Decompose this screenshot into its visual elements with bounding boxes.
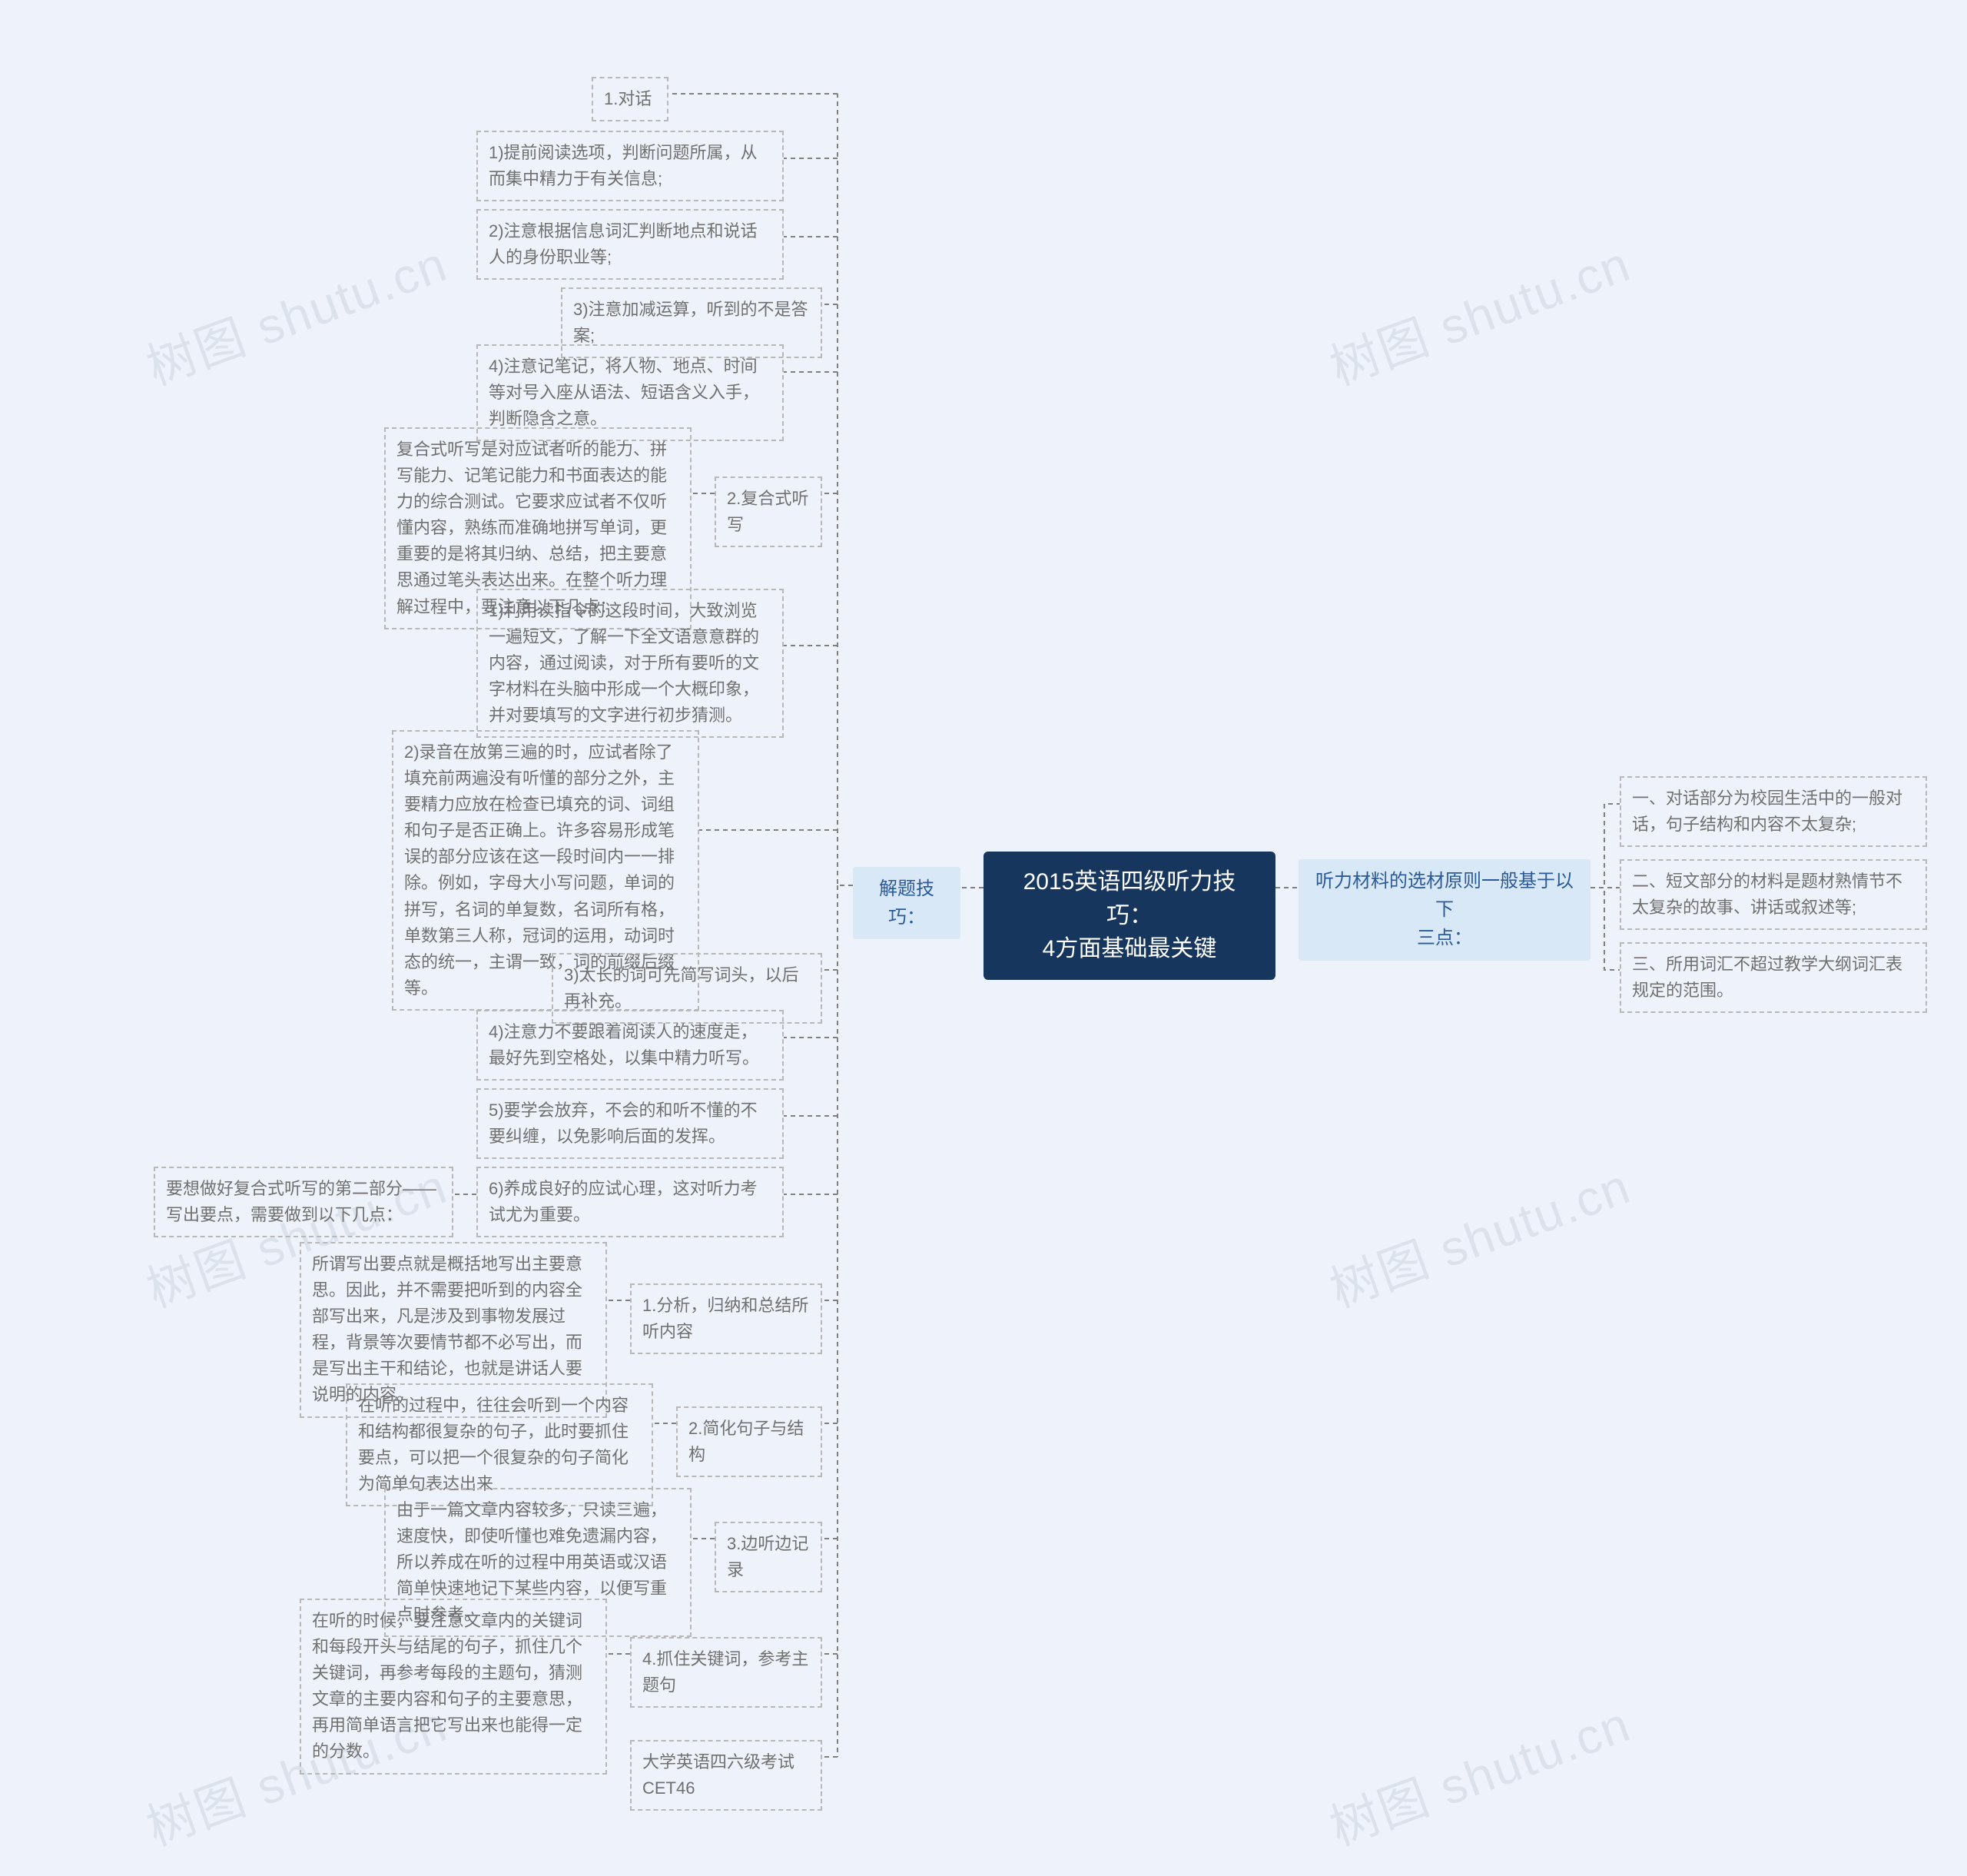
s1-child-2: 2)注意根据信息词汇判断地点和说话人的身份职业等;: [476, 209, 784, 280]
watermark: 树图 shutu.cn: [1319, 1147, 1639, 1322]
s2-child-4: 4)注意力不要跟着阅读人的速度走，最好先到空格处，以集中精力听写。: [476, 1010, 784, 1081]
root-line2: 4方面基础最关键: [1002, 932, 1257, 966]
s2-part2-intro: 要想做好复合式听写的第二部分——写出要点，需要做到以下几点：: [154, 1167, 453, 1237]
s5-title: 3.边听边记录: [715, 1522, 822, 1592]
right-branch-line1: 听力材料的选材原则一般基于以下: [1311, 867, 1578, 924]
s2-child-5: 5)要学会放弃，不会的和听不懂的不要纠缠，以免影响后面的发挥。: [476, 1088, 784, 1159]
footer-note: 大学英语四六级考试CET46: [630, 1740, 822, 1811]
s3-title: 1.分析，归纳和总结所听内容: [630, 1283, 822, 1354]
s2-child-6: 6)养成良好的应试心理，这对听力考试尤为重要。: [476, 1167, 784, 1237]
s1-child-1: 1)提前阅读选项，判断问题所属，从而集中精力于有关信息;: [476, 131, 784, 201]
s2-child-1: 1)利用读指令的这段时间，大致浏览一遍短文，了解一下全文语意意群的内容，通过阅读…: [476, 589, 784, 738]
watermark: 树图 shutu.cn: [1319, 225, 1639, 400]
right-leaf-1: 一、对话部分为校园生活中的一般对话，句子结构和内容不太复杂;: [1620, 776, 1927, 847]
watermark: 树图 shutu.cn: [1319, 1685, 1639, 1860]
s6-title: 4.抓住关键词，参考主题句: [630, 1637, 822, 1708]
right-leaf-3: 三、所用词汇不超过教学大纲词汇表规定的范围。: [1620, 942, 1927, 1013]
right-branch: 听力材料的选材原则一般基于以下 三点：: [1299, 859, 1591, 961]
s1-title: 1.对话: [592, 77, 668, 121]
s4-title: 2.简化句子与结构: [676, 1406, 822, 1477]
right-leaf-2: 二、短文部分的材料是题材熟情节不太复杂的故事、讲话或叙述等;: [1620, 859, 1927, 930]
watermark: 树图 shutu.cn: [136, 225, 456, 400]
root-node: 2015英语四级听力技巧： 4方面基础最关键: [984, 852, 1275, 980]
right-branch-line2: 三点：: [1311, 924, 1578, 952]
s2-title: 2.复合式听写: [715, 476, 822, 547]
left-branch: 解题技巧：: [853, 867, 960, 939]
root-line1: 2015英语四级听力技巧：: [1002, 865, 1257, 932]
s6-desc: 在听的时候，要注意文章内的关键词和每段开头与结尾的句子，抓住几个关键词，再参考每…: [300, 1599, 607, 1775]
